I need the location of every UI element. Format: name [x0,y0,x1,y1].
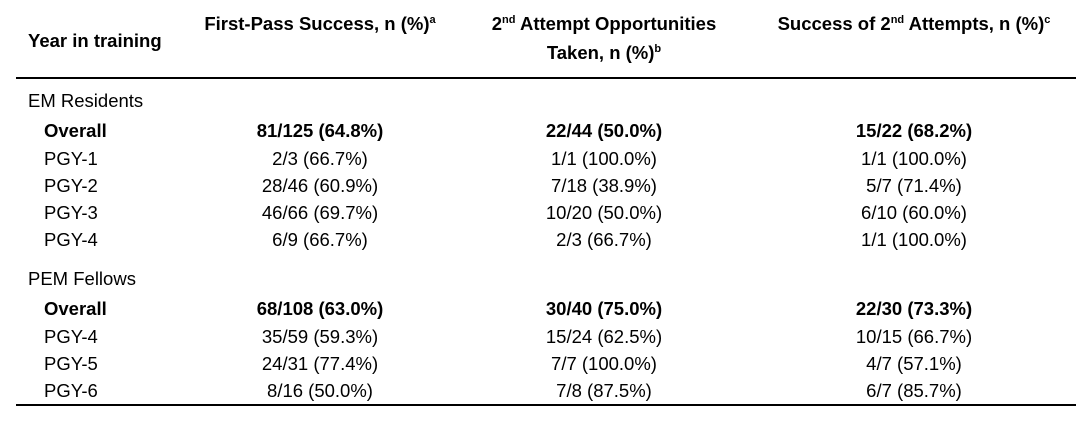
cell-opportunities: 7/7 (100.0%) [551,353,657,374]
cell-first-pass: 81/125 (64.8%) [256,119,384,141]
header-success-second-attempts: Success of 2nd Attempts, n (%)c [752,0,1076,79]
group-row: PEM Fellows [16,253,1076,293]
table-row: PGY-1 2/3 (66.7%) 1/1 (100.0%) 1/1 (100.… [16,145,1076,172]
cell-opportunities: 7/8 (87.5%) [456,377,752,406]
results-table: Year in training First-Pass Success, n (… [16,0,1076,406]
header-second-attempt-opportunities: 2nd Attempt Opportunities Taken, n (%)b [456,0,752,79]
table-row: PGY-6 8/16 (50.0%) 7/8 (87.5%) 6/7 (85.7… [16,377,1076,406]
cell-success: 10/15 (66.7%) [855,326,973,347]
cell-opportunities: 7/18 (38.9%) [551,175,657,196]
row-label: PGY-2 [44,175,98,196]
header-year: Year in training [16,0,184,79]
cell-first-pass: 68/108 (63.0%) [256,297,384,319]
table-row: PGY-4 6/9 (66.7%) 2/3 (66.7%) 1/1 (100.0… [16,226,1076,253]
overall-row: Overall 81/125 (64.8%) 22/44 (50.0%) 15/… [16,115,1076,145]
cell-opportunities: 10/20 (50.0%) [545,202,663,223]
cell-first-pass: 35/59 (59.3%) [261,326,379,347]
cell-opportunities: 2/3 (66.7%) [556,229,652,250]
cell-success: 22/30 (73.3%) [855,297,973,319]
cell-opportunities: 30/40 (75.0%) [545,297,663,319]
cell-success: 15/22 (68.2%) [855,119,973,141]
cell-opportunities: 1/1 (100.0%) [551,148,657,169]
cell-success: 5/7 (71.4%) [866,175,962,196]
row-label: PGY-1 [44,148,98,169]
cell-success: 4/7 (57.1%) [866,353,962,374]
table-row: PGY-2 28/46 (60.9%) 7/18 (38.9%) 5/7 (71… [16,172,1076,199]
group-row: EM Residents [16,78,1076,115]
row-label: PGY-3 [44,202,98,223]
row-label: Overall [44,297,107,319]
cell-success: 1/1 (100.0%) [861,229,967,250]
group-label: PEM Fellows [28,267,136,289]
row-label: PGY-4 [44,229,98,250]
cell-first-pass: 28/46 (60.9%) [261,175,379,196]
cell-success: 6/10 (60.0%) [861,202,967,223]
group-label: EM Residents [28,89,144,111]
cell-first-pass: 46/66 (69.7%) [261,202,379,223]
table-row: PGY-4 35/59 (59.3%) 15/24 (62.5%) 10/15 … [16,323,1076,350]
cell-success: 1/1 (100.0%) [861,148,967,169]
row-label: PGY-6 [16,377,184,406]
table-row: PGY-3 46/66 (69.7%) 10/20 (50.0%) 6/10 (… [16,199,1076,226]
cell-success: 6/7 (85.7%) [752,377,1076,406]
cell-opportunities: 15/24 (62.5%) [545,326,663,347]
cell-opportunities: 22/44 (50.0%) [545,119,663,141]
cell-first-pass: 2/3 (66.7%) [272,148,368,169]
row-label: PGY-4 [44,326,98,347]
cell-first-pass: 6/9 (66.7%) [272,229,368,250]
cell-first-pass: 8/16 (50.0%) [184,377,456,406]
row-label: PGY-5 [44,353,98,374]
row-label: Overall [44,119,107,141]
header-row: Year in training First-Pass Success, n (… [16,0,1076,79]
cell-first-pass: 24/31 (77.4%) [261,353,379,374]
header-first-pass: First-Pass Success, n (%)a [184,0,456,79]
table-row: PGY-5 24/31 (77.4%) 7/7 (100.0%) 4/7 (57… [16,350,1076,377]
overall-row: Overall 68/108 (63.0%) 30/40 (75.0%) 22/… [16,293,1076,323]
